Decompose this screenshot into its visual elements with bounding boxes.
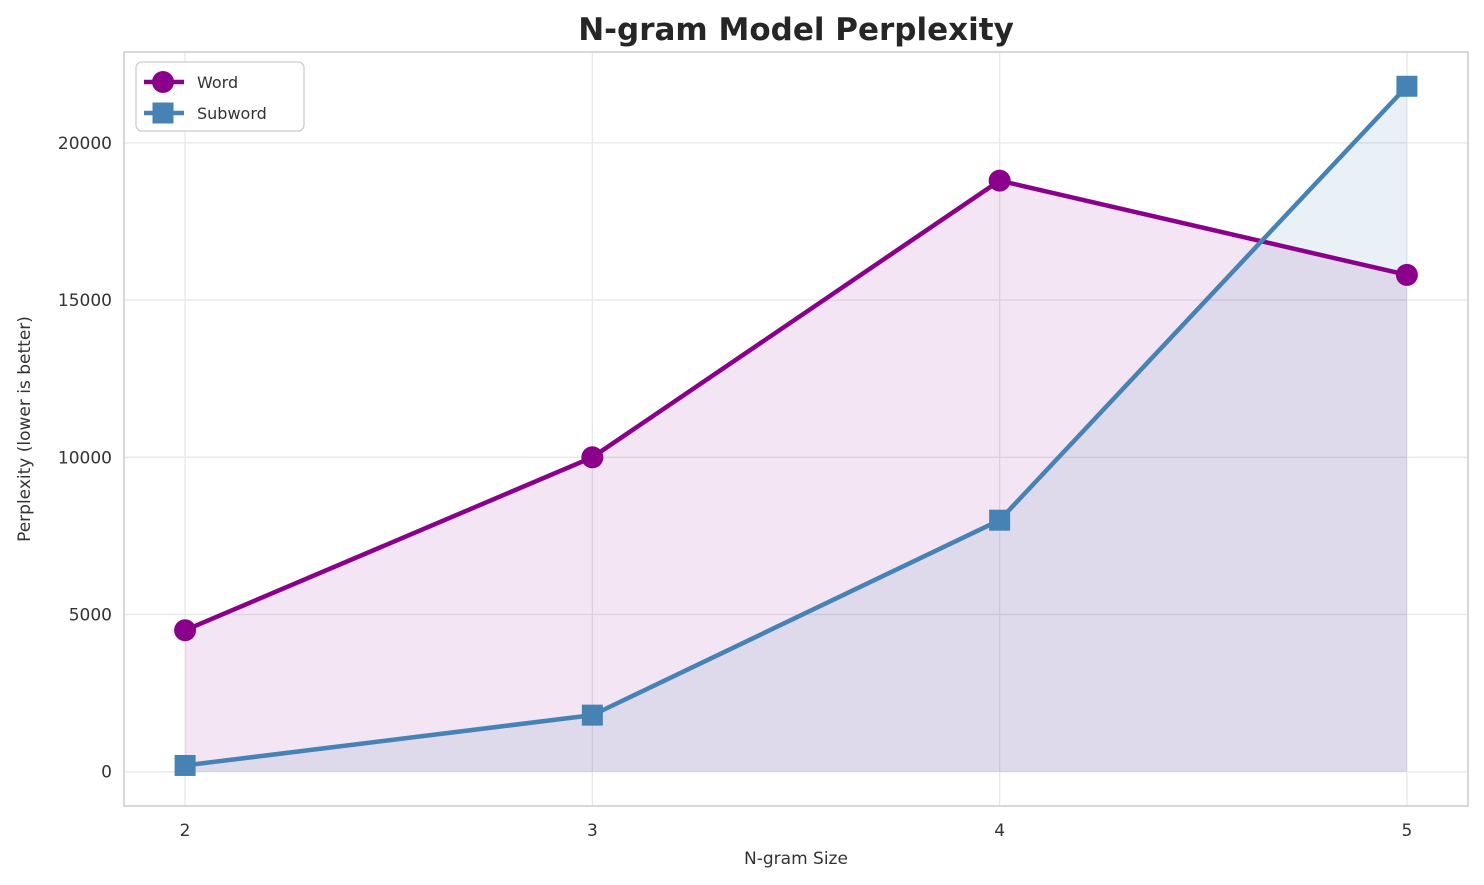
x-tick-label: 3 (587, 821, 598, 841)
y-axis-label: Perplexity (lower is better) (15, 316, 35, 542)
plot-border (123, 51, 1469, 807)
legend: Word Subword (135, 61, 305, 132)
y-tick-label: 15000 (58, 291, 112, 311)
data-series (174, 75, 1418, 776)
circle-marker-icon (152, 71, 174, 93)
gridlines (124, 52, 1468, 806)
x-tick-label: 5 (1401, 821, 1412, 841)
legend-label-word: Word (197, 73, 238, 92)
x-axis-label: N-gram Size (744, 849, 848, 869)
chart-title: N-gram Model Perplexity (578, 12, 1014, 48)
x-tick-label: 2 (180, 821, 191, 841)
legend-label-subword: Subword (197, 104, 267, 123)
area-fills (185, 86, 1407, 772)
square-marker-icon (152, 102, 174, 124)
x-tick-labels: 2 3 4 5 (180, 821, 1413, 841)
x-tick-label: 4 (994, 821, 1005, 841)
y-tick-labels: 0 5000 10000 15000 20000 (58, 134, 112, 783)
legend-item-subword: Subword (144, 102, 267, 124)
y-tick-label: 0 (101, 763, 112, 783)
y-tick-label: 20000 (58, 134, 112, 154)
y-tick-label: 10000 (58, 448, 112, 468)
y-tick-label: 5000 (69, 606, 112, 626)
legend-item-word: Word (144, 71, 238, 93)
